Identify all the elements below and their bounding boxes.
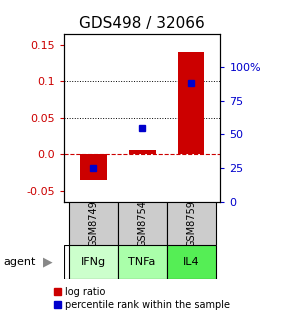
Text: GSM8749: GSM8749 (88, 200, 98, 247)
Text: agent: agent (3, 257, 35, 267)
Bar (177, 52, 204, 154)
Bar (69, 245, 118, 279)
Text: IFNg: IFNg (81, 257, 106, 267)
Bar (166, 202, 215, 245)
Text: TNFa: TNFa (128, 257, 156, 267)
Title: GDS498 / 32066: GDS498 / 32066 (79, 16, 205, 31)
Bar (166, 245, 215, 279)
Legend: log ratio, percentile rank within the sample: log ratio, percentile rank within the sa… (54, 287, 230, 310)
Text: GSM8759: GSM8759 (186, 200, 196, 247)
Bar (118, 245, 166, 279)
Bar (129, 151, 155, 154)
Bar (69, 202, 118, 245)
Text: IL4: IL4 (183, 257, 199, 267)
Bar (80, 154, 107, 180)
Text: GSM8754: GSM8754 (137, 200, 147, 247)
Text: ▶: ▶ (43, 256, 53, 268)
Bar (118, 202, 166, 245)
